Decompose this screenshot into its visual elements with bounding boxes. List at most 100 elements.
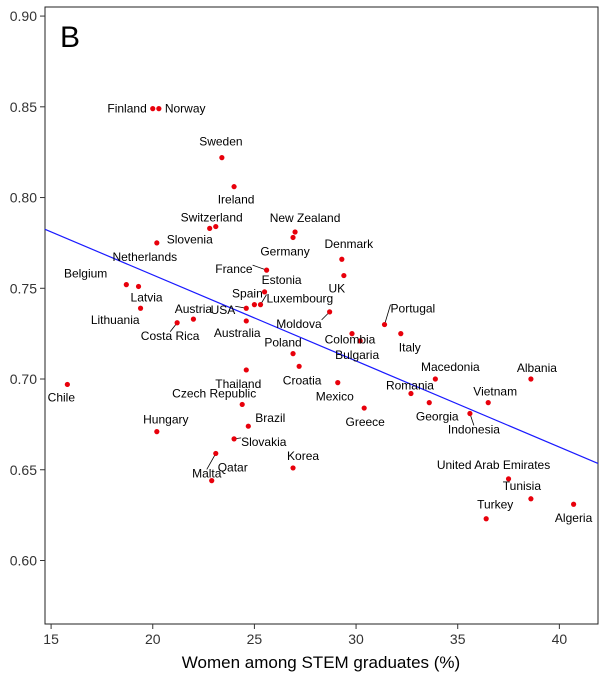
point-finland <box>150 106 156 112</box>
point-romania <box>408 390 414 397</box>
label-new-zealand: New Zealand <box>270 211 341 225</box>
label-greece: Greece <box>346 415 386 429</box>
point-belgium <box>123 282 129 288</box>
label-norway: Norway <box>165 102 206 116</box>
y-tick-label: 0.75 <box>10 280 37 296</box>
y-tick-label: 0.80 <box>10 190 37 206</box>
y-tick-label: 0.70 <box>10 371 37 387</box>
label-italy: Italy <box>399 341 421 355</box>
label-poland: Poland <box>264 336 301 350</box>
label-costa-rica: Costa Rica <box>141 329 200 343</box>
label-macedonia: Macedonia <box>421 360 480 374</box>
label-brazil: Brazil <box>255 411 285 425</box>
label-chile: Chile <box>48 390 76 404</box>
point-italy <box>398 331 404 337</box>
x-axis-title: Women among STEM graduates (%) <box>182 653 460 672</box>
point-united-arab-emirates <box>505 476 512 482</box>
y-tick-label: 0.65 <box>10 462 37 478</box>
point-estonia <box>261 289 268 295</box>
label-georgia: Georgia <box>416 410 459 424</box>
point-macedonia <box>432 376 438 382</box>
label-portugal: Portugal <box>391 302 436 316</box>
label-switzerland: Switzerland <box>181 210 243 224</box>
point-switzerland <box>207 225 213 231</box>
label-indonesia: Indonesia <box>448 422 500 436</box>
leader-line-portugal <box>384 304 391 325</box>
point-tunisia <box>528 496 534 502</box>
label-algeria: Algeria <box>555 511 593 525</box>
label-korea: Korea <box>287 449 319 463</box>
label-czech-republic: Czech Republic <box>172 386 256 400</box>
point-poland <box>290 351 296 357</box>
label-slovenia: Slovenia <box>167 233 213 247</box>
y-axis-ticks: 0.60 0.65 0.70 0.75 0.80 0.85 0.90 <box>10 8 45 568</box>
point-mexico <box>335 380 341 386</box>
label-sweden: Sweden <box>199 135 242 149</box>
point-czech-republic <box>239 401 245 408</box>
y-tick-label: 0.85 <box>10 99 37 115</box>
x-tick-label: 35 <box>450 631 466 647</box>
label-latvia: Latvia <box>131 290 163 304</box>
point-luxembourg <box>257 302 264 308</box>
label-austria: Austria <box>175 302 213 316</box>
label-ireland: Ireland <box>218 193 255 207</box>
label-luxembourg: Luxembourg <box>267 292 334 306</box>
label-turkey: Turkey <box>477 498 513 512</box>
point-slovakia <box>231 436 237 442</box>
point-sweden <box>219 155 225 161</box>
y-tick-label: 0.90 <box>10 8 37 24</box>
trendline-layer <box>44 228 599 464</box>
label-bulgaria: Bulgaria <box>335 348 379 362</box>
point-croatia <box>296 363 302 369</box>
x-axis-ticks: 15 20 25 30 35 40 <box>43 624 567 647</box>
panel-letter: B <box>60 21 80 54</box>
label-germany: Germany <box>260 244 309 258</box>
label-tunisia: Tunisia <box>503 479 542 493</box>
point-malta <box>213 450 219 457</box>
point-qatar <box>209 478 215 484</box>
label-australia: Australia <box>214 326 261 340</box>
points-layer <box>64 106 577 522</box>
label-estonia: Estonia <box>262 273 302 287</box>
label-slovakia: Slovakia <box>241 435 287 449</box>
point-slovenia <box>213 223 219 230</box>
point-vietnam <box>485 400 491 406</box>
label-finland: Finland <box>107 102 146 116</box>
x-tick-label: 25 <box>247 631 263 647</box>
point-indonesia <box>467 410 473 417</box>
label-albania: Albania <box>517 361 557 375</box>
point-netherlands <box>154 240 160 246</box>
x-tick-label: 15 <box>43 631 59 647</box>
point-ireland <box>231 184 237 190</box>
point-austria <box>190 316 197 322</box>
point-lithuania <box>137 305 144 311</box>
point-algeria <box>571 501 577 507</box>
label-france: France <box>215 262 253 276</box>
point-albania <box>528 376 534 382</box>
point-latvia <box>135 283 142 290</box>
label-spain: Spain <box>232 287 263 301</box>
point-bulgaria <box>357 338 363 344</box>
point-france <box>264 267 270 273</box>
point-moldova <box>327 309 333 315</box>
point-brazil <box>245 423 251 429</box>
label-denmark: Denmark <box>324 237 374 251</box>
x-tick-label: 30 <box>348 631 364 647</box>
leader-line-malta <box>206 453 217 470</box>
label-malta: Malta <box>192 466 222 480</box>
plot-panel <box>44 6 599 625</box>
label-lithuania: Lithuania <box>91 313 140 327</box>
point-new-zealand <box>292 229 298 235</box>
point-labels-layer: Finland Norway Sweden Ireland Switzerland Slo… <box>48 102 593 526</box>
point-germany <box>290 234 296 241</box>
label-mexico: Mexico <box>316 390 354 404</box>
label-hungary: Hungary <box>143 413 188 427</box>
point-thailand <box>243 367 249 373</box>
point-turkey <box>483 516 489 522</box>
label-netherlands: Netherlands <box>112 250 177 264</box>
label-romania: Romania <box>386 379 434 393</box>
point-australia <box>243 318 249 324</box>
point-denmark <box>339 256 345 262</box>
